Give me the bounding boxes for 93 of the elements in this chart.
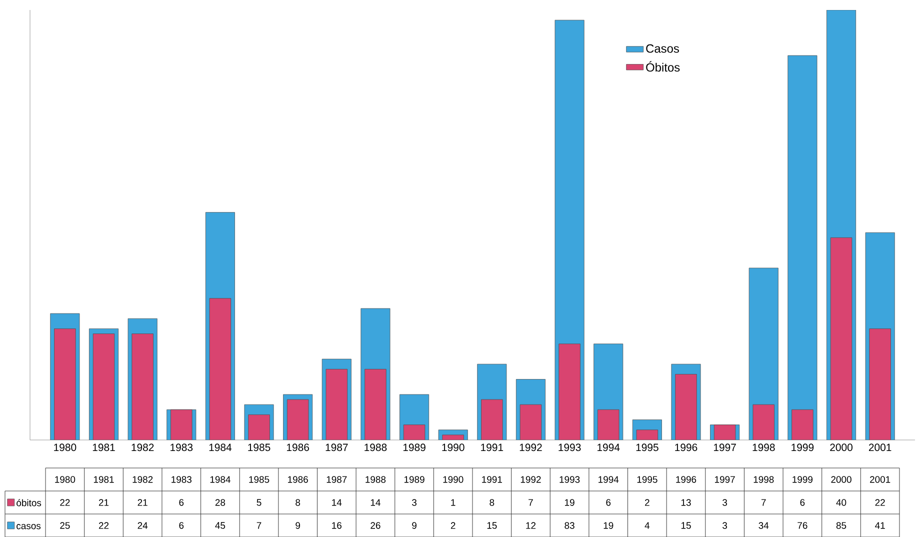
- data-label: 22: [98, 522, 109, 529]
- category-label: 1990: [443, 476, 464, 483]
- data-label: 1: [451, 499, 456, 506]
- category-label: 1980: [55, 476, 76, 483]
- data-label: 6: [800, 499, 805, 506]
- data-label: 5: [256, 499, 262, 506]
- x-tick-label: 1997: [714, 444, 736, 451]
- bar: [788, 55, 818, 440]
- x-tick-label: 1995: [636, 444, 658, 451]
- x-tick-label: 1994: [598, 444, 620, 451]
- category-label: 1989: [404, 476, 424, 483]
- category-label: 1994: [598, 476, 619, 483]
- data-label: 25: [60, 522, 70, 529]
- x-tick-label: 1989: [403, 444, 426, 451]
- x-tick-label: 1981: [92, 444, 115, 451]
- data-label: 2: [645, 499, 650, 506]
- data-label: 6: [179, 499, 184, 506]
- data-label: 21: [138, 499, 148, 506]
- x-tick-label: 1990: [442, 444, 464, 451]
- data-label: 8: [296, 499, 300, 506]
- legend-label: Casos: [646, 44, 679, 53]
- data-label: 3: [722, 522, 728, 529]
- data-label: 14: [332, 499, 342, 506]
- x-tick-label: 1987: [326, 444, 348, 451]
- category-label: 2001: [870, 476, 890, 483]
- data-label: 45: [215, 522, 226, 529]
- data-label: 7: [761, 499, 766, 506]
- data-label: 41: [875, 522, 885, 529]
- category-label: 2000: [831, 476, 852, 483]
- data-label: 9: [296, 522, 300, 529]
- data-label: 15: [487, 522, 497, 529]
- x-tick-label: 2000: [830, 444, 852, 451]
- category-label: 1993: [560, 476, 580, 483]
- legend-label: Óbitos: [646, 61, 680, 72]
- category-label: 1988: [366, 476, 386, 483]
- text: casos: [16, 524, 41, 530]
- x-tick-label: 1983: [170, 444, 193, 451]
- category-label: 1983: [172, 476, 192, 483]
- category-label: 1986: [288, 476, 308, 483]
- data-label: 8: [490, 499, 494, 506]
- data-label: 14: [370, 499, 380, 506]
- data-label: 28: [215, 499, 226, 506]
- data-label: 4: [644, 522, 650, 529]
- x-tick-label: 1980: [54, 444, 76, 451]
- data-label: 3: [412, 499, 416, 506]
- data-label: 3: [722, 499, 728, 506]
- category-label: 1996: [676, 476, 696, 483]
- x-tick-label: 1986: [287, 444, 310, 451]
- category-label: 1999: [792, 476, 813, 483]
- data-label: 9: [412, 522, 416, 529]
- data-label: 7: [528, 499, 533, 506]
- category-label: 1981: [94, 476, 114, 483]
- data-label: 16: [332, 522, 342, 529]
- x-tick-label: 1988: [364, 444, 387, 451]
- x-tick-label: 1992: [520, 444, 542, 451]
- x-tick-label: 1993: [558, 444, 581, 451]
- x-tick-label: 1982: [132, 444, 154, 451]
- data-label: 2: [450, 522, 456, 529]
- x-tick-label: 1998: [752, 444, 775, 451]
- category-label: 1995: [637, 476, 658, 483]
- x-tick-label: 1991: [481, 444, 504, 451]
- category-label: 1984: [210, 476, 230, 483]
- x-tick-label: 1984: [209, 444, 232, 451]
- data-label: 83: [564, 522, 574, 529]
- x-tick-label: 1999: [792, 444, 814, 451]
- text: óbitos: [16, 499, 42, 506]
- data-label: 34: [758, 522, 769, 529]
- x-tick-label: 2001: [868, 444, 892, 451]
- data-label: 21: [98, 499, 109, 506]
- data-label: 40: [836, 499, 846, 506]
- data-label: 85: [836, 522, 846, 529]
- data-label: 6: [606, 499, 611, 506]
- category-label: 1997: [714, 476, 735, 483]
- data-label: 26: [370, 522, 380, 529]
- category-label: 1992: [520, 476, 541, 483]
- data-label: 15: [681, 522, 691, 529]
- data-label: 6: [179, 522, 184, 529]
- data-label: 7: [256, 522, 262, 529]
- data-label: 19: [604, 522, 614, 529]
- data-label: 19: [565, 499, 574, 506]
- data-label: 12: [526, 522, 536, 529]
- category-label: 1987: [326, 476, 347, 483]
- x-tick-label: 1985: [248, 444, 270, 451]
- category-label: 1991: [482, 476, 502, 483]
- data-label: 22: [60, 499, 70, 506]
- category-label: 1985: [249, 476, 270, 483]
- category-label: 1998: [754, 476, 774, 483]
- category-label: 1982: [132, 476, 153, 483]
- x-tick-label: 1996: [675, 444, 698, 451]
- data-label: 76: [798, 522, 808, 529]
- data-label: 24: [138, 522, 148, 529]
- data-label: 22: [875, 499, 885, 506]
- data-label: 13: [681, 499, 691, 506]
